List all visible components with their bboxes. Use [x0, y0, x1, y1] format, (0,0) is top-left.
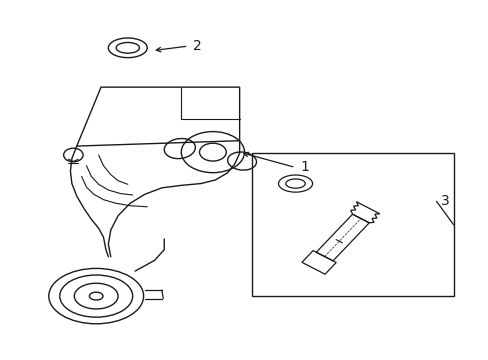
Text: 3: 3: [441, 194, 449, 208]
Text: 2: 2: [193, 39, 202, 53]
Text: 1: 1: [300, 161, 308, 175]
Bar: [251, 153, 453, 296]
Ellipse shape: [63, 148, 83, 162]
